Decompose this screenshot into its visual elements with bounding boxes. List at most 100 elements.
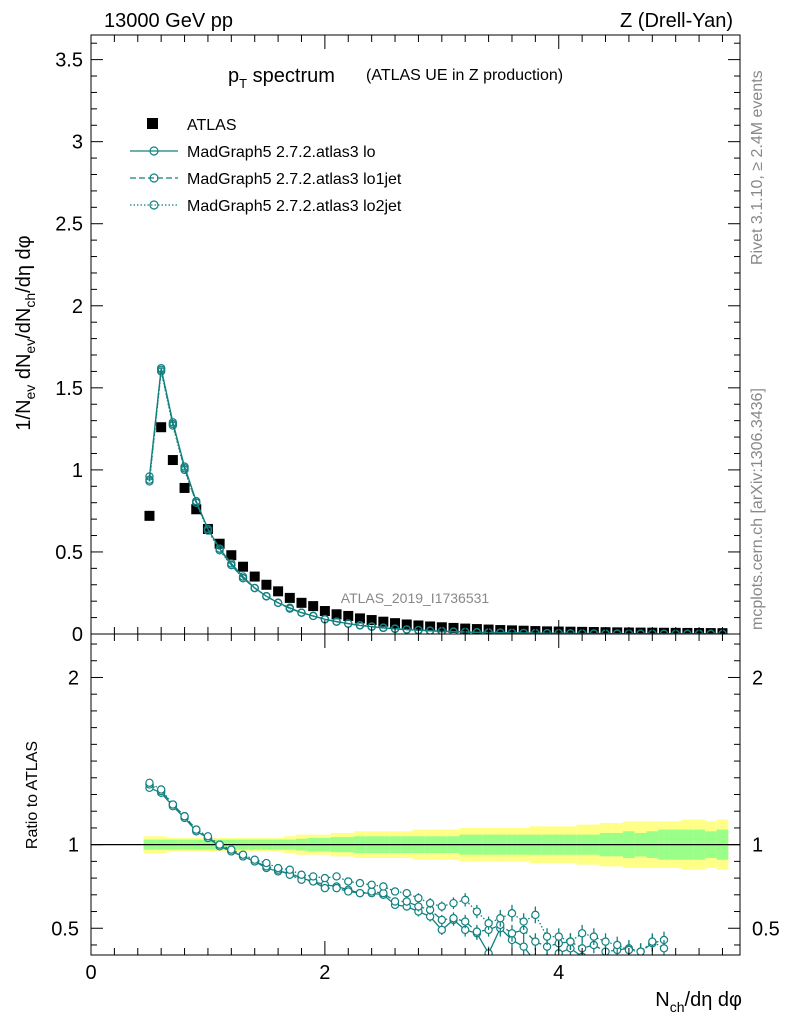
mc-point-dotted: [308, 611, 318, 621]
xtick-label: 0: [85, 962, 96, 984]
atlas-data-point: [249, 571, 260, 582]
ratio-point-dotted: [648, 937, 657, 946]
atlas-data-point: [238, 561, 249, 572]
mc-point-dotted: [542, 628, 552, 634]
ratio-point-dotted: [577, 929, 587, 938]
ratio-point-dashed: [344, 887, 353, 896]
ratio-point-dotted: [659, 944, 669, 953]
ratio-point-dashed: [507, 929, 517, 938]
main-title-note: (ATLAS UE in Z production): [366, 67, 563, 84]
mc-point-dotted: [285, 604, 294, 613]
ratio-line-dotted: [149, 782, 665, 953]
ratio-point-dotted: [192, 825, 201, 834]
side-label-mcplots: mcplots.cern.ch [arXiv:1306.3436]: [749, 388, 766, 630]
atlas-data-point: [378, 616, 389, 627]
xtick-label: 4: [553, 962, 564, 984]
ratio-point-solid: [437, 925, 447, 935]
ratio-point-dashed: [402, 897, 411, 906]
ratio-point-dotted: [437, 902, 447, 911]
atlas-data-point: [308, 601, 319, 612]
ratio-point-solid: [660, 963, 667, 970]
mc-point-dotted: [402, 625, 411, 634]
ratio-point-dotted: [507, 909, 517, 918]
ratio-point-dashed: [460, 917, 470, 926]
atlas-data-point: [682, 627, 693, 634]
ratio-point-dotted: [285, 865, 294, 874]
ratio-point-dotted: [344, 877, 353, 886]
main-ytick-label: 1: [72, 460, 83, 482]
ratio-point-dotted: [227, 845, 236, 854]
header-right: Z (Drell-Yan): [620, 10, 733, 32]
atlas-data-point: [635, 627, 646, 634]
main-ytick-label: 3.5: [55, 50, 83, 72]
ratio-point-dashed: [437, 915, 447, 925]
ratio-point-dotted: [262, 858, 271, 868]
legend-marker-solid: [149, 146, 159, 156]
mc-point-dotted: [355, 620, 365, 630]
ratio-point-solid: [614, 956, 621, 963]
side-label-rivet: Rivet 3.1.10, ≥ 2.4M events: [749, 70, 766, 265]
atlas-data-point: [214, 538, 225, 549]
ratio-ytick-label: 1: [68, 835, 79, 857]
atlas-data-point: [284, 592, 295, 603]
ratio-ylabel: Ratio to ATLAS: [24, 741, 41, 849]
mc-point-dotted: [566, 629, 575, 634]
ratio-line-dashed: [149, 783, 665, 953]
mc-point-dotted: [168, 421, 178, 430]
ratio-point-dotted: [297, 870, 306, 879]
title-rest: spectrum: [247, 65, 335, 87]
ratio-point-dotted: [156, 785, 166, 794]
main-ytick-label: 2: [72, 296, 83, 318]
mc-point-dotted: [180, 465, 189, 475]
title-sub: T: [239, 76, 247, 91]
atlas-data-point: [390, 618, 401, 629]
atlas-data-point: [144, 510, 155, 521]
ratio-point-dashed: [414, 902, 423, 911]
ratio-point-dashed: [472, 927, 482, 936]
ratio-point-dotted: [332, 872, 341, 881]
ratio-ytick-label-right: 1: [752, 835, 763, 857]
ratio-ytick-label: 0.5: [51, 918, 79, 940]
ratio-point-dotted: [250, 855, 259, 864]
mc-point-dotted: [238, 574, 248, 583]
ratio-point-dashed: [320, 883, 330, 893]
ratio-point-dotted: [168, 800, 178, 809]
ratio-point-dotted: [320, 873, 330, 883]
atlas-data-point: [331, 609, 342, 620]
main-ylabel: 1/Nev dNev/dNch/dη dφ: [13, 235, 38, 430]
mc-point-dotted: [496, 628, 505, 634]
legend-marker-dashed: [149, 173, 159, 183]
ratio-point-dotted: [542, 932, 552, 941]
ratio-point-dotted: [589, 932, 599, 941]
atlas-data-point: [167, 455, 178, 466]
ratio-point-dotted: [180, 812, 189, 821]
mc-point-dotted: [519, 628, 528, 634]
atlas-data-point: [226, 550, 237, 561]
legend-label: MadGraph5 2.7.2.atlas3 lo1jet: [187, 171, 402, 188]
ratio-point-dotted: [449, 898, 458, 908]
atlas-data-point: [658, 627, 669, 634]
ratio-point-solid: [638, 954, 644, 955]
main-ytick-label: 0.5: [55, 542, 83, 564]
atlas-data-point: [296, 597, 307, 608]
ratio-point-dotted: [273, 863, 283, 873]
ratio-ytick-label: 2: [68, 667, 79, 689]
mc-point-dotted: [203, 526, 213, 535]
ratio-point-dashed: [449, 914, 458, 923]
mc-point-dotted: [425, 626, 435, 634]
atlas-data-point: [705, 628, 716, 634]
atlas-data-point: [261, 579, 272, 590]
xtick-label: 2: [319, 962, 330, 984]
mc-point-dotted: [215, 546, 224, 555]
ratio-point-dotted: [531, 910, 540, 920]
legend-marker-atlas: [147, 118, 158, 129]
ratio-ytick-label-right: 2: [752, 667, 763, 689]
ratio-point-solid: [649, 960, 656, 967]
main-title: pT spectrum: [228, 65, 335, 91]
atlas-data-point: [401, 619, 412, 630]
mc-point-dotted: [156, 367, 166, 376]
mc-point-dotted: [472, 627, 482, 634]
ratio-point-solid: [532, 958, 539, 965]
axes: 0 0.5 1 1.5 2 2.5 3 3.5 0 2 4 0.5 0.5 1 1 2 2: [51, 34, 780, 984]
ratio-point-dotted: [484, 919, 493, 928]
